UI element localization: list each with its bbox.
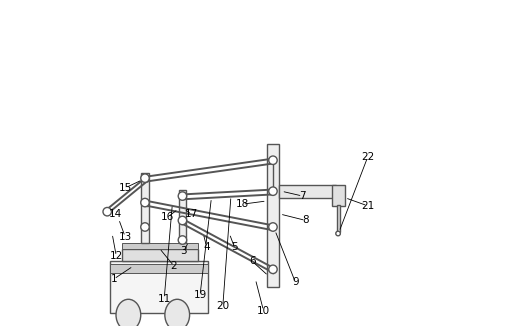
Circle shape: [336, 231, 340, 236]
Bar: [122, 243, 198, 249]
Bar: [267, 144, 279, 287]
Bar: [111, 265, 208, 273]
Text: 13: 13: [119, 232, 132, 242]
Text: 16: 16: [161, 212, 174, 222]
Circle shape: [178, 192, 187, 200]
Text: 4: 4: [203, 242, 210, 251]
Text: 2: 2: [171, 261, 177, 271]
Circle shape: [141, 198, 149, 207]
Circle shape: [141, 223, 149, 231]
Text: 10: 10: [257, 306, 270, 316]
Text: 11: 11: [158, 294, 171, 304]
Text: 9: 9: [292, 277, 299, 287]
Ellipse shape: [165, 299, 190, 327]
Text: 17: 17: [185, 209, 198, 219]
Text: 6: 6: [249, 256, 255, 266]
Ellipse shape: [116, 299, 141, 327]
Circle shape: [178, 216, 187, 225]
Circle shape: [269, 156, 277, 164]
Text: 1: 1: [111, 274, 117, 284]
Bar: [122, 249, 198, 261]
Text: 20: 20: [216, 301, 229, 311]
Text: 18: 18: [236, 199, 249, 209]
Text: 7: 7: [299, 191, 306, 201]
Text: 19: 19: [193, 290, 207, 301]
Text: 3: 3: [180, 247, 187, 256]
Circle shape: [269, 187, 277, 196]
Text: 5: 5: [231, 242, 237, 251]
Circle shape: [269, 265, 277, 274]
Bar: [141, 173, 149, 243]
Text: 14: 14: [109, 209, 122, 219]
Text: 8: 8: [303, 215, 309, 226]
Circle shape: [103, 207, 112, 216]
Circle shape: [269, 223, 277, 231]
Circle shape: [178, 236, 187, 244]
Bar: [332, 185, 345, 206]
Circle shape: [141, 174, 149, 182]
Bar: [179, 190, 186, 243]
Bar: [279, 185, 336, 198]
Text: 22: 22: [361, 152, 374, 162]
Bar: [337, 205, 340, 232]
Text: 12: 12: [109, 251, 123, 261]
Bar: [111, 261, 208, 313]
Text: 21: 21: [361, 201, 374, 211]
Text: 15: 15: [119, 183, 132, 193]
